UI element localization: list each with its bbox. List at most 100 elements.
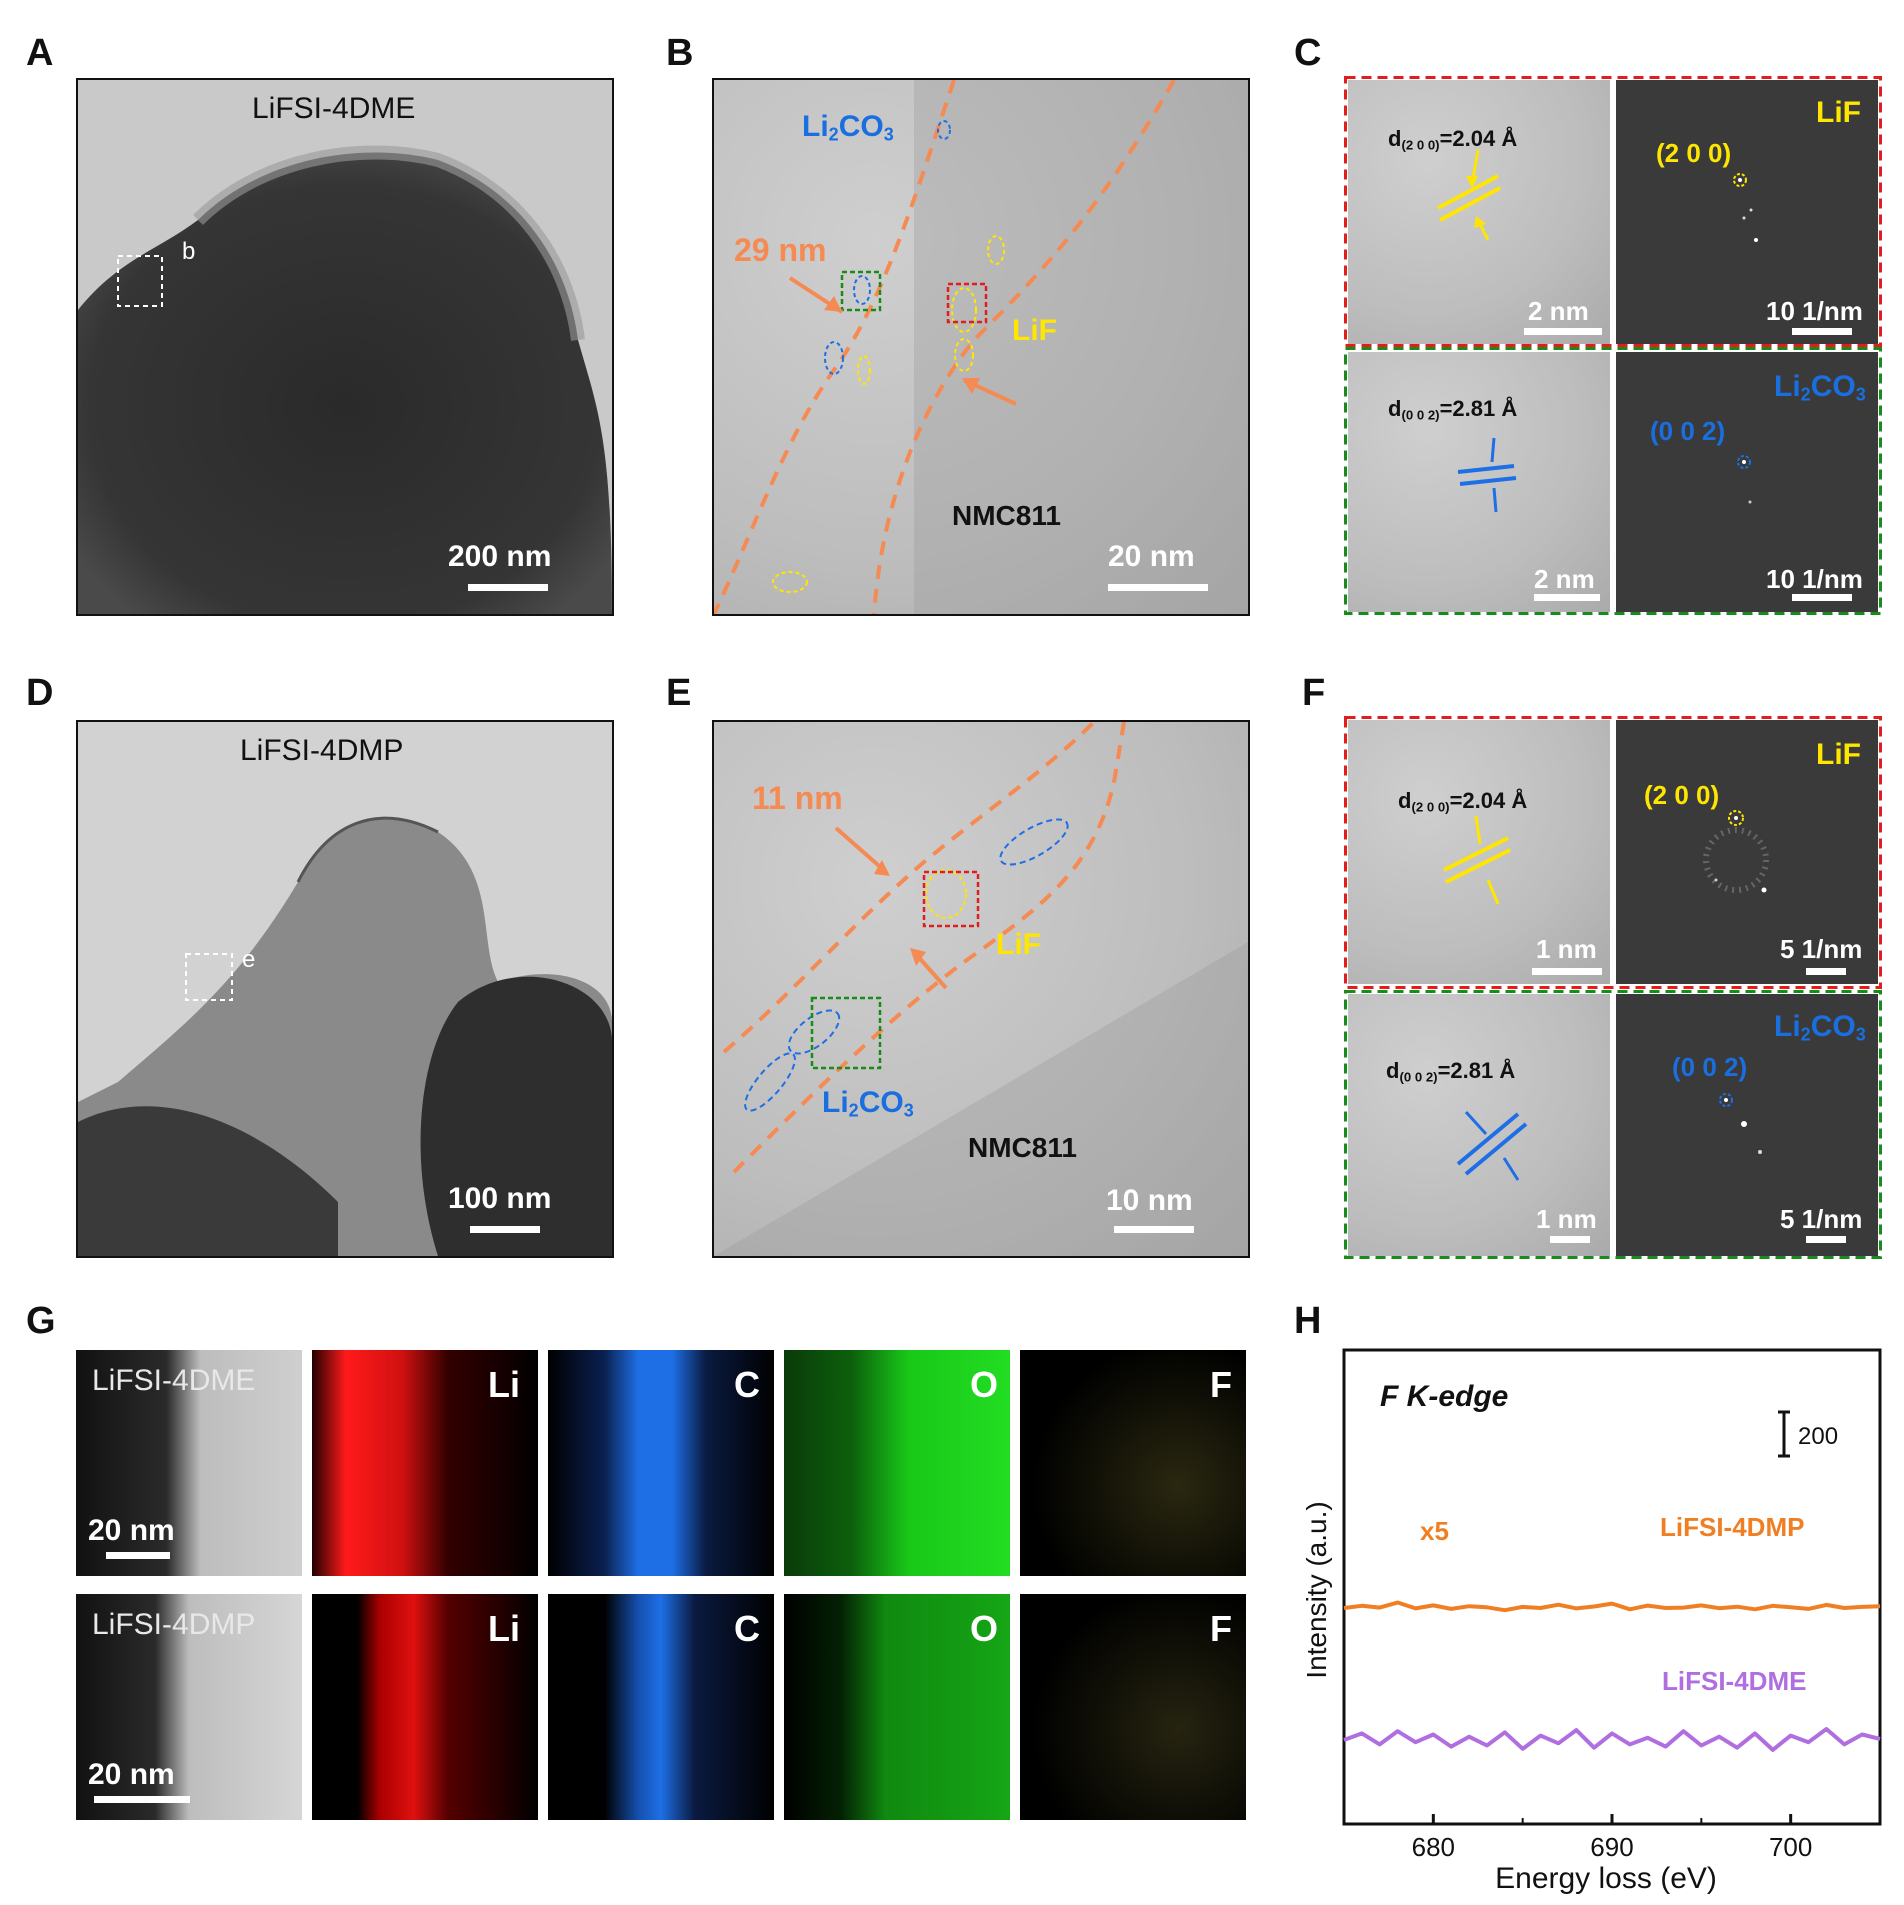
thickness-label-e: 11 nm: [752, 780, 843, 816]
frame-f: [1344, 716, 1882, 1259]
tick-layer: 680 690 700: [1343, 1814, 1881, 1862]
scale-label-a: 200 nm: [448, 540, 552, 573]
panel-label-e: E: [666, 672, 692, 714]
tem-image-e: 11 nm LiF Li2CO3 NMC811 10 nm: [712, 720, 1250, 1258]
hrtem-top-f: d(2 0 0)=2.04 Å 1 nm: [1348, 720, 1610, 984]
fft-bottom-f: Li2CO3 (0 0 2) 5 1/nm: [1616, 994, 1878, 1256]
fft-scale-label-top-f: 5 1/nm: [1780, 934, 1863, 964]
x-axis-label: Energy loss (eV): [1495, 1862, 1717, 1895]
multiplier-label: x5: [1420, 1516, 1449, 1546]
eels-chart-h: 680 690 700 F K-edge 200 x5 LiFSI-4DMP LiF…: [1301, 1348, 1882, 1895]
fft-scale-bar-bottom-f: [1806, 1236, 1846, 1243]
scale-label-b: 20 nm: [1108, 540, 1195, 573]
box-label-e: e: [242, 946, 256, 973]
scale-bar-top-c: [1524, 328, 1602, 335]
fft-phase-bottom-f: Li2CO3: [1774, 1010, 1866, 1045]
lattice-marker-top-f: [1443, 815, 1511, 905]
map-f-4dme: F: [1020, 1350, 1246, 1576]
y-axis-label: Intensity (a.u.): [1301, 1501, 1332, 1678]
elem-c-4dme: C: [734, 1364, 760, 1405]
elem-c-4dmp: C: [734, 1608, 760, 1649]
elem-o-4dme: O: [970, 1364, 999, 1405]
scale-label-top-c: 2 nm: [1528, 296, 1589, 326]
fft-index-top-f: (2 0 0): [1644, 780, 1720, 810]
d-spacing-top-f: d(2 0 0)=2.04 Å: [1398, 788, 1528, 815]
haadf-4dmp: LiFSI-4DMP 20 nm: [76, 1594, 302, 1820]
elem-f-4dmp: F: [1210, 1608, 1232, 1649]
fft-top-f: LiF (2 0 0) 5 1/nm: [1616, 720, 1878, 984]
tem-particle-a: [78, 145, 612, 614]
map-o-4dme: O: [784, 1350, 1010, 1576]
fft-scale-label-top-c: 10 1/nm: [1766, 296, 1863, 326]
d-spacing-bottom-f: d(0 0 2)=2.81 Å: [1386, 1058, 1516, 1085]
map-li-4dmp: Li: [312, 1594, 538, 1820]
series-line-lifsi-4dmp: [1343, 1600, 1881, 1613]
box-label-b: b: [182, 238, 196, 265]
panel-label-g: G: [26, 1300, 56, 1342]
x-tick-label-690: 690: [1590, 1832, 1633, 1862]
panel-label-h: H: [1294, 1300, 1322, 1342]
map-c-4dme: C: [548, 1350, 774, 1576]
fft-index-top-c: (2 0 0): [1656, 138, 1732, 168]
scale-bar-d: [470, 1226, 540, 1233]
hrtem-bottom-c: d(0 0 2)=2.81 Å 2 nm: [1348, 352, 1610, 612]
plot-frame: [1342, 1348, 1882, 1826]
fft-spots-top-f: [1703, 810, 1769, 893]
scale-bar-bottom-c: [1534, 594, 1600, 601]
scale-label-bottom-c: 2 nm: [1534, 564, 1595, 594]
d-spacing-bottom-c: d(0 0 2)=2.81 Å: [1388, 396, 1518, 423]
zoom-box-li2co3-e: [810, 996, 882, 1070]
elem-f-4dme: F: [1210, 1364, 1232, 1405]
zoom-box-e: [185, 953, 233, 1001]
map-li-4dme: Li: [312, 1350, 538, 1576]
panel-label-c: C: [1294, 32, 1322, 74]
fft-top-c: LiF (2 0 0) 10 1/nm: [1616, 80, 1878, 344]
legend-4dmp: LiFSI-4DMP: [1660, 1512, 1804, 1542]
series-line-lifsi-4dme: [1343, 1727, 1881, 1752]
tem-particle-d: [78, 816, 612, 1256]
fft-spots-bottom-c: [1737, 455, 1752, 504]
label-nmc-e: NMC811: [968, 1132, 1077, 1163]
intensity-scale-label: 200: [1798, 1423, 1838, 1450]
haadf-title-4dmp: LiFSI-4DMP: [92, 1608, 256, 1641]
elem-li-4dme: Li: [488, 1364, 520, 1405]
zoom-box-lif-e: [922, 870, 980, 928]
fft-phase-top-c: LiF: [1816, 96, 1861, 129]
haadf-scale-bar-4dme: [106, 1552, 170, 1559]
label-lif-e: LiF: [996, 928, 1041, 961]
hrtem-fft-f: d(2 0 0)=2.04 Å 1 nm LiF (2 0 0) 5 1/nm …: [1344, 716, 1882, 1260]
tem-image-b: Li2CO3 29 nm LiF NMC811 20 nm: [712, 78, 1250, 616]
lattice-marker-bottom-c: [1457, 437, 1517, 513]
fft-index-bottom-f: (0 0 2): [1672, 1052, 1748, 1082]
hrtem-bottom-f: d(0 0 2)=2.81 Å 1 nm: [1348, 994, 1610, 1256]
legend-4dme: LiFSI-4DME: [1662, 1666, 1806, 1696]
tem-image-a: LiFSI-4DME b 200 nm: [76, 78, 614, 616]
title-a: LiFSI-4DME: [252, 92, 416, 125]
elem-li-4dmp: Li: [488, 1608, 520, 1649]
sei-boundary-inner-e: [732, 722, 1126, 1174]
scale-label-bottom-f: 1 nm: [1536, 1204, 1597, 1234]
title-d: LiFSI-4DMP: [240, 734, 404, 767]
zoom-box-li2co3-b: [840, 270, 882, 312]
annotation-layer-e: [714, 722, 1248, 1256]
zoom-box-lif-b: [946, 282, 988, 324]
arrow-outer-e: [834, 826, 888, 874]
tem-image-d: LiFSI-4DMP e 100 nm: [76, 720, 614, 1258]
panel-label-a: A: [26, 32, 54, 74]
sei-boundary-outer-b: [714, 80, 956, 614]
scale-bar-a: [468, 584, 548, 591]
zoom-box-b: [117, 255, 163, 307]
fft-scale-label-bottom-f: 5 1/nm: [1780, 1204, 1863, 1234]
scale-label-d: 100 nm: [448, 1182, 552, 1215]
haadf-title-4dme: LiFSI-4DME: [92, 1364, 256, 1397]
frame-c: [1344, 76, 1882, 615]
label-lif-b: LiF: [1012, 314, 1057, 347]
haadf-scale-label-4dmp: 20 nm: [88, 1758, 175, 1791]
fft-phase-top-f: LiF: [1816, 738, 1861, 771]
map-o-4dmp: O: [784, 1594, 1010, 1820]
sei-boundary-outer-e: [722, 722, 1096, 1054]
fft-scale-bar-top-c: [1792, 328, 1852, 335]
hrtem-fft-c: d(2 0 0)=2.04 Å 2 nm LiF (2 0 0) 10 1/nm…: [1344, 76, 1882, 616]
map-f-4dmp: F: [1020, 1594, 1246, 1820]
fft-spots-bottom-f: [1719, 1093, 1762, 1154]
